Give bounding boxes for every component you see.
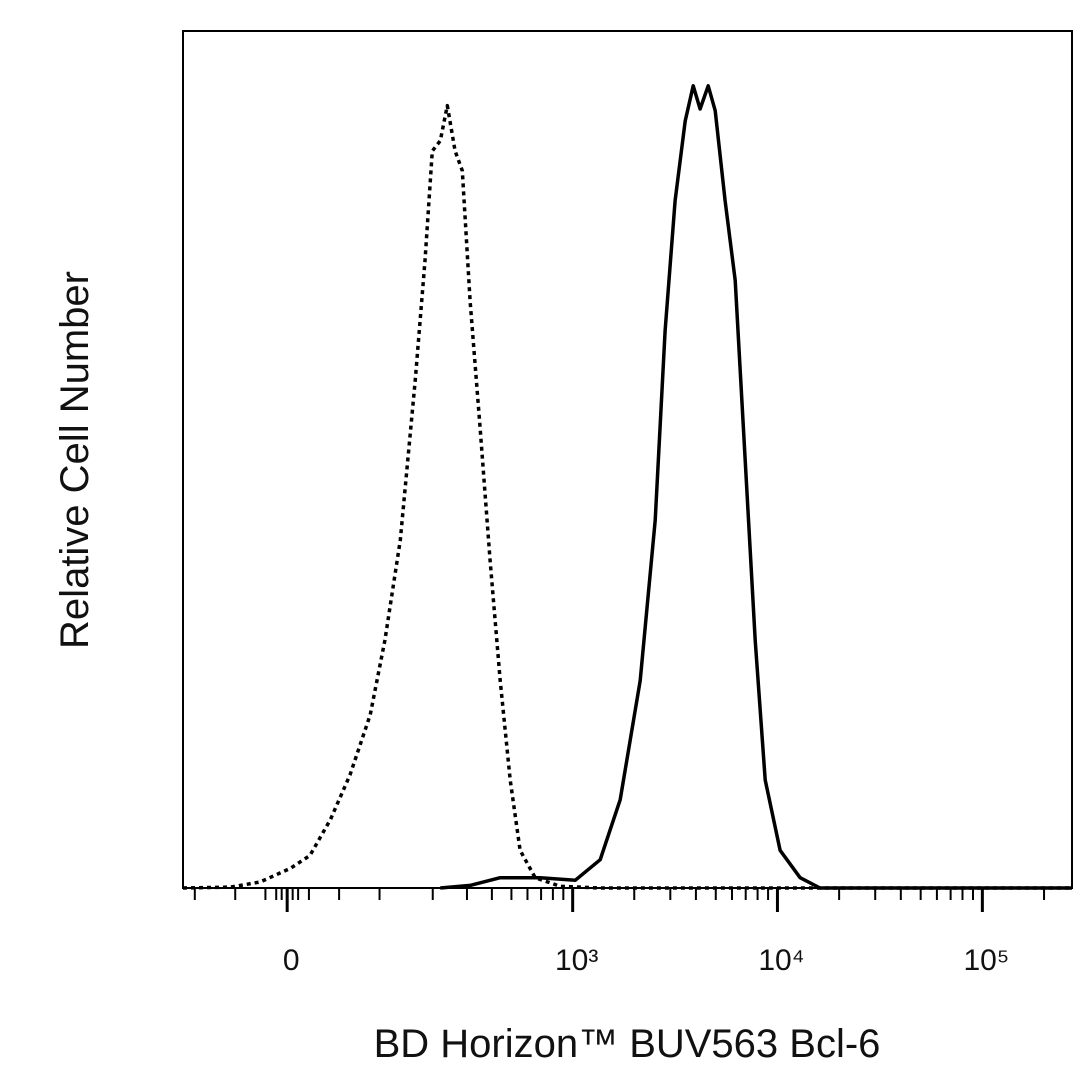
- x-tick-label: 10⁵: [963, 944, 1009, 977]
- x-axis-label: BD Horizon™ BUV563 Bcl-6: [374, 1022, 881, 1066]
- histogram-line: [440, 84, 1072, 890]
- x-tick-label: 0: [283, 944, 300, 977]
- y-axis-label: Relative Cell Number: [53, 271, 97, 649]
- x-tick-label: 10⁴: [758, 944, 804, 977]
- x-tick-label: 10³: [555, 944, 598, 977]
- histogram-line: [182, 103, 1072, 890]
